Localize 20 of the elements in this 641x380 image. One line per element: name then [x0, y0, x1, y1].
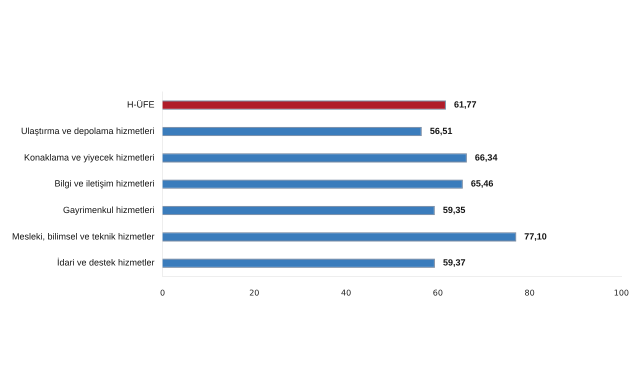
y-tick-label: Bilgi ve iletişim hizmetleri — [54, 178, 155, 189]
y-tick-label: Ulaştırma ve depolama hizmetleri — [20, 126, 155, 136]
data-label: 65,46 — [470, 178, 494, 189]
y-tick-label: Konaklama ve yiyecek hizmetleri — [24, 152, 155, 162]
y-tick-label: İdari ve destek hizmetler — [56, 258, 155, 268]
x-tick-label: 80 — [524, 288, 535, 298]
data-label: 56,51 — [430, 126, 452, 136]
y-tick-label: H-ÜFE — [127, 100, 155, 110]
x-tick-label: 40 — [340, 288, 352, 298]
data-label: 59,37 — [442, 258, 466, 268]
data-label: 59,35 — [442, 205, 466, 216]
x-tick-label: 60 — [432, 288, 443, 298]
y-tick-label: Gayrimenkul hizmetleri — [63, 205, 155, 216]
x-tick-label: 20 — [249, 288, 260, 298]
x-tick-label: 100 — [614, 288, 630, 298]
y-tick-label: Mesleki, bilimsel ve teknik hizmetler — [12, 231, 155, 242]
data-label: 66,34 — [474, 152, 498, 162]
x-tick-label: 0 — [160, 288, 166, 298]
data-label: 61,77 — [454, 100, 476, 110]
data-label: 77,10 — [524, 231, 547, 242]
